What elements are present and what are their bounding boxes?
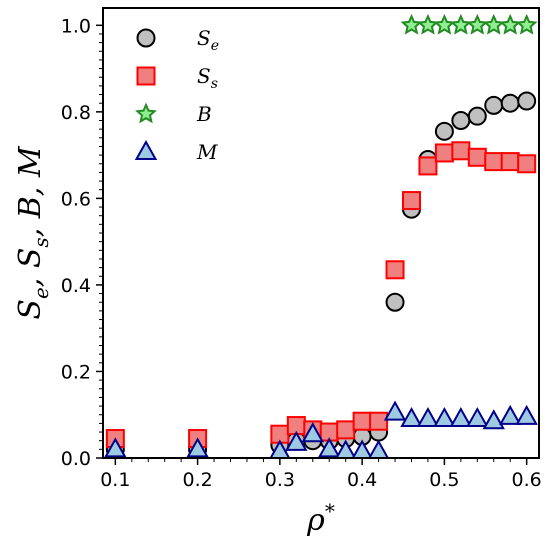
- y-tick-label: 1.0: [61, 15, 91, 37]
- data-point-b: [449, 13, 472, 35]
- series-ss: [105, 141, 537, 449]
- data-point-m: [449, 407, 473, 428]
- data-point-ss: [467, 147, 487, 167]
- data-point-se: [517, 91, 537, 111]
- data-point-m: [482, 409, 505, 430]
- data-point-b: [433, 13, 456, 35]
- legend-label-se: Se: [197, 26, 219, 54]
- data-point-ss: [517, 154, 537, 174]
- x-tick-label: 0.5: [429, 469, 459, 491]
- data-point-ss: [451, 141, 471, 161]
- plot-area: [104, 13, 538, 458]
- data-point-ss: [484, 152, 504, 172]
- data-point-se: [434, 121, 454, 141]
- legend-marker-ss: [136, 66, 156, 86]
- data-point-m: [466, 407, 489, 428]
- data-point-ss: [401, 191, 421, 211]
- x-tick-label: 0.3: [265, 469, 295, 491]
- data-point-se: [385, 292, 405, 312]
- data-point-m: [383, 400, 407, 421]
- data-point-m: [301, 422, 324, 443]
- data-point-b: [417, 13, 439, 35]
- data-point-m: [416, 407, 440, 428]
- y-tick-label: 0.4: [61, 275, 91, 297]
- data-point-se: [484, 95, 504, 115]
- x-tick-label: 0.4: [347, 469, 377, 491]
- data-point-ss: [418, 156, 438, 176]
- data-point-ss: [385, 260, 405, 280]
- data-point-b: [400, 13, 423, 35]
- y-tick-label: 0.0: [61, 448, 91, 470]
- data-point-b: [515, 13, 538, 35]
- y-tick-label: 0.2: [61, 361, 91, 383]
- legend-label-ss: Ss: [197, 64, 218, 92]
- data-point-m: [269, 439, 291, 458]
- x-axis-title: ρ*: [306, 499, 335, 538]
- legend-marker-se: [136, 28, 156, 48]
- data-point-b: [499, 13, 522, 35]
- legend-label-b: B: [196, 102, 212, 126]
- series-m: [104, 400, 538, 458]
- data-point-m: [186, 437, 209, 458]
- x-tick-label: 0.1: [100, 469, 130, 491]
- data-point-ss: [434, 143, 454, 163]
- data-point-m: [318, 437, 341, 458]
- axes: 0.1 0.2 0.3 0.4 0.5 0.6 0.0 0.2 0.4 0.6 0.8 1.0 ρ* Se…: [13, 15, 542, 538]
- x-tick-label: 0.6: [512, 469, 542, 491]
- y-axis-title: Se, Ss, B, M: [13, 145, 53, 320]
- legend-marker-b: [135, 102, 157, 124]
- data-point-ss: [336, 420, 356, 440]
- data-point-b: [466, 13, 489, 35]
- legend: Se Ss BM: [134, 26, 219, 164]
- data-point-m: [400, 407, 423, 428]
- data-point-se: [500, 93, 520, 113]
- data-point-m: [499, 404, 522, 425]
- legend-marker-m: [134, 139, 158, 160]
- series-b: [400, 13, 538, 35]
- y-tick-label: 0.6: [61, 188, 91, 210]
- y-tick-label: 0.8: [61, 102, 91, 124]
- plot-frame: [102, 7, 540, 459]
- data-point-m: [515, 404, 538, 425]
- data-point-se: [467, 106, 487, 126]
- data-point-m: [104, 437, 127, 458]
- series-se: [105, 91, 537, 458]
- data-point-ss: [500, 152, 520, 172]
- data-point-ss: [369, 411, 389, 431]
- data-point-m: [368, 439, 389, 458]
- legend-label-m: M: [196, 140, 218, 164]
- data-point-m: [433, 407, 456, 428]
- x-tick-label: 0.2: [182, 469, 212, 491]
- data-point-m: [285, 430, 308, 451]
- data-point-b: [482, 13, 505, 35]
- data-point-ss: [352, 411, 372, 431]
- data-point-se: [451, 111, 471, 130]
- data-point-m: [335, 439, 357, 458]
- data-point-m: [351, 439, 373, 458]
